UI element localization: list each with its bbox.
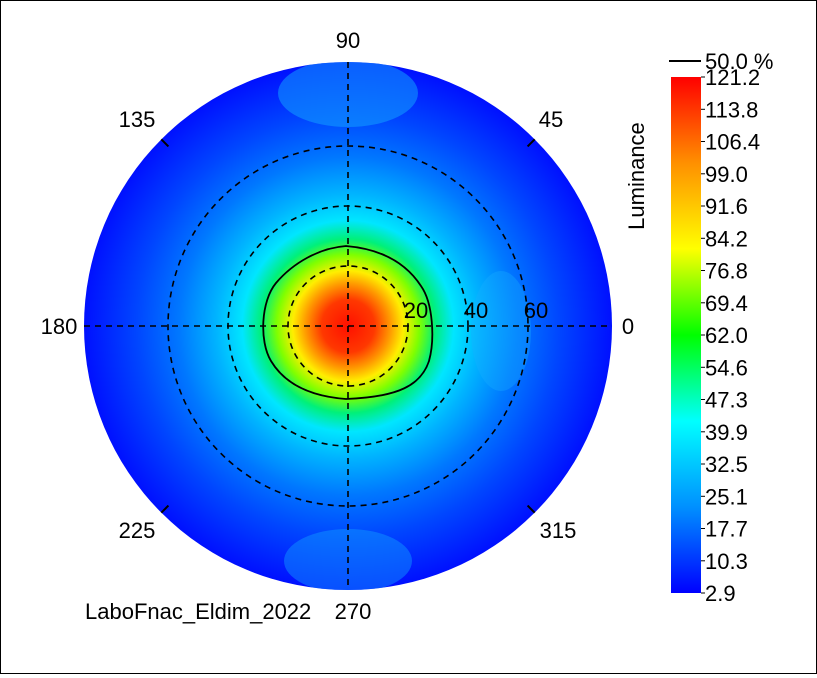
contour-legend-label: 50.0 % [705, 49, 774, 74]
radial-tick-label-20: 20 [404, 298, 428, 323]
footer-caption: LaboFnac_Eldim_2022 [85, 599, 311, 624]
colorbar-label: 121.2 [705, 65, 760, 90]
luminance-lobe-right [471, 271, 531, 391]
colorbar-labels: 121.2 113.8 106.4 99.0 91.6 84.2 76.8 69.4 62.0 5… [705, 65, 760, 606]
angle-label-180: 180 [41, 314, 78, 339]
colorbar-label: 99.0 [705, 162, 748, 187]
colorbar-label: 106.4 [705, 130, 760, 155]
colorbar-label: 62.0 [705, 323, 748, 348]
colorbar-label: 17.7 [705, 517, 748, 542]
angle-label-135: 135 [119, 107, 156, 132]
rim-tick-45 [526, 138, 536, 148]
angle-label-315: 315 [540, 518, 577, 543]
radial-tick-labels: 20 40 60 [404, 298, 548, 323]
angle-label-225: 225 [119, 518, 156, 543]
luminance-lobe-upper [278, 62, 418, 127]
colorbar-label: 39.9 [705, 420, 748, 445]
angle-label-0: 0 [622, 314, 634, 339]
polar-grid [84, 62, 612, 590]
radial-tick-label-60: 60 [524, 298, 548, 323]
colorbar-label: 69.4 [705, 291, 748, 316]
colorbar-ticks [701, 76, 705, 594]
colorbar-label: 10.3 [705, 549, 748, 574]
angle-label-45: 45 [539, 107, 563, 132]
colorbar-label: 54.6 [705, 355, 748, 380]
colorbar-label: 2.9 [705, 581, 736, 606]
angle-label-270: 270 [335, 599, 372, 624]
colorbar-label: 32.5 [705, 452, 748, 477]
angle-label-90: 90 [336, 28, 360, 53]
contour-50-percent [262, 245, 434, 400]
colorbar-label: 47.3 [705, 388, 748, 413]
colorbar-label: 84.2 [705, 226, 748, 251]
rim-tick-135 [160, 138, 170, 148]
radial-tick-label-40: 40 [464, 298, 488, 323]
colorbar-label: 25.1 [705, 484, 748, 509]
colorbar-scale [671, 77, 701, 593]
colorbar-label: 113.8 [705, 97, 758, 122]
rim-tick-315 [526, 504, 536, 514]
rim-tick-225 [160, 504, 170, 514]
colorbar-quantity-label: Luminance [624, 122, 649, 230]
colorbar-label: 76.8 [705, 259, 748, 284]
colorbar-label: 91.6 [705, 194, 748, 219]
